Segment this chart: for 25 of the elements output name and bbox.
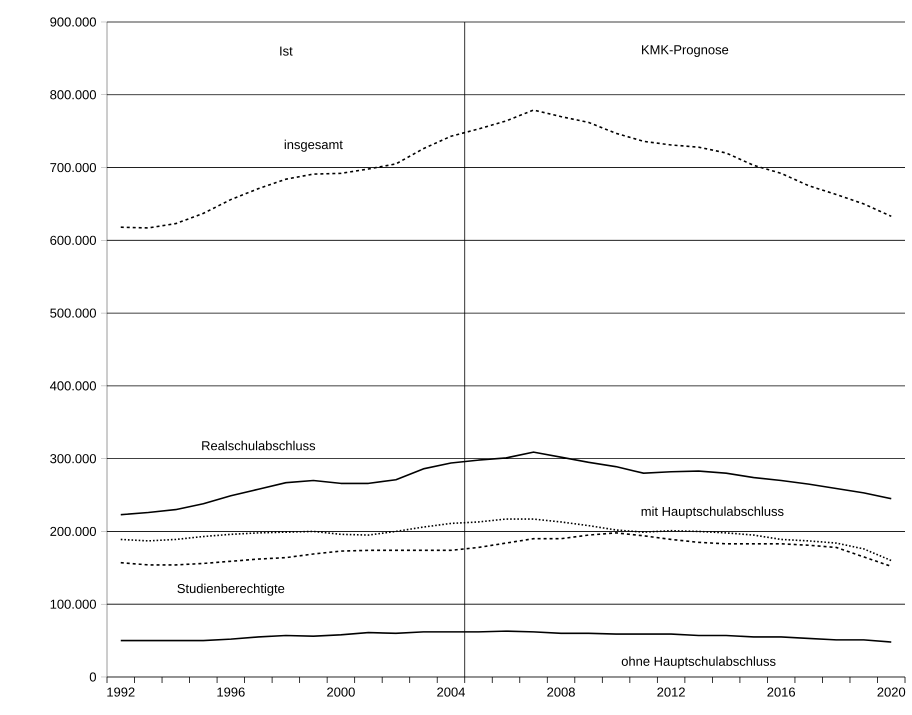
annotation: Ist [280,46,293,56]
y-tick-label: 600.000 [50,236,96,245]
x-tick-label: 2016 [767,687,796,697]
y-tick-label: 700.000 [50,162,96,172]
x-tick-label: 2008 [547,687,575,697]
series-label: Studienberechtigte [177,584,284,596]
y-tick-label: 500.000 [50,308,96,318]
x-tick-label: 2020 [878,687,906,697]
text: Realschulabschluss [202,440,316,450]
y-tick-label: 800.000 [50,90,96,100]
annotation: KMK-Prognose [642,45,728,57]
y-tick-label: 400.000 [50,381,96,390]
y-tick-label: 300.000 [50,454,96,464]
y-tick-label: 200.000 [50,526,96,536]
series-label: mit Hauptschulabschluss [642,506,784,519]
y-tick-label: 100.000 [50,600,96,609]
series-label: ohne Hauptschulabschluss [622,656,776,668]
x-tick-label: 2012 [657,687,685,697]
series-label: insgesamt [284,140,343,152]
y-tick-label: 0 [90,672,96,682]
y-tick-label: 900.000 [50,17,96,27]
x-tick-label: 1996 [217,687,245,697]
x-tick-label: 2000 [327,687,355,697]
x-tick-label: 1992 [107,687,135,697]
x-tick-label: 2004 [437,687,465,697]
